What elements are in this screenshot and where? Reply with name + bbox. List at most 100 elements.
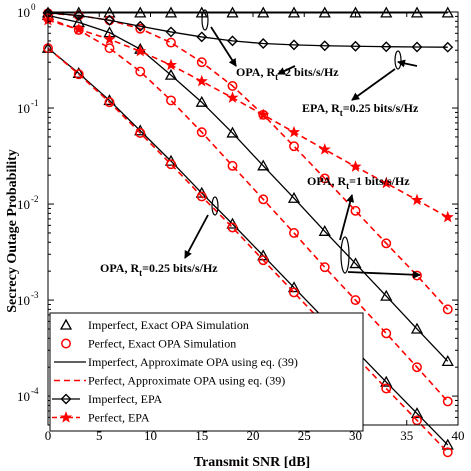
diamond-marker	[442, 41, 454, 53]
diamond-marker	[165, 26, 177, 38]
x-tick-label: 10	[144, 428, 157, 443]
star-marker	[410, 193, 424, 206]
circle-marker	[104, 97, 115, 108]
circle-marker	[350, 205, 361, 216]
legend-label: Perfect, EPA	[88, 411, 150, 425]
legend-entry-0: Imperfect, Exact OPA Simulation	[59, 318, 249, 332]
annotation-arrow	[277, 65, 296, 75]
annotation-ellipse	[394, 50, 402, 70]
legend-entry-5: Perfect, EPA	[52, 411, 150, 425]
circle-marker	[227, 160, 238, 171]
diamond-marker	[350, 40, 361, 52]
x-tick-label: 5	[96, 428, 103, 443]
series-7	[41, 13, 454, 223]
circle-marker	[412, 362, 422, 373]
series-line	[47, 14, 449, 362]
circle-marker	[442, 304, 453, 315]
annotation-ellipse	[201, 9, 209, 31]
circle-marker	[166, 37, 176, 48]
star-marker	[349, 160, 362, 172]
circle-marker	[442, 396, 453, 407]
circle-marker	[227, 222, 238, 233]
y-tick-label: 10	[17, 101, 30, 116]
annotation-2: OPA, Rt=1 bits/s/Hz	[307, 174, 421, 279]
legend-label: Perfect, Exact OPA Simulation	[88, 337, 236, 351]
legend-entry-3: Perfect, Approximate OPA using eq. (39)	[54, 374, 285, 388]
circle-marker	[73, 69, 84, 80]
y-tick-label: 10	[17, 5, 30, 20]
triangle-marker	[195, 95, 208, 107]
circle-marker	[289, 141, 299, 152]
series-6	[42, 7, 454, 53]
y-tick-label: 10	[17, 389, 30, 404]
circle-marker	[227, 80, 238, 91]
circle-marker	[166, 159, 176, 170]
diamond-marker	[196, 31, 208, 43]
diamond-marker	[257, 37, 269, 49]
circle-marker	[381, 383, 392, 394]
annotation-arrow	[397, 59, 418, 68]
series-line	[47, 19, 449, 218]
triangle-marker	[441, 355, 454, 367]
triangle-marker	[257, 159, 270, 171]
diamond-marker	[60, 393, 72, 405]
series-line	[47, 47, 449, 453]
y-tick-label: 10	[17, 293, 30, 308]
y-tick-exponent: -4	[31, 386, 39, 396]
diamond-marker	[73, 9, 85, 21]
diamond-marker	[411, 41, 423, 53]
x-tick-label: 40	[452, 428, 465, 443]
legend-label: Imperfect, Approximate OPA using eq. (39…	[88, 355, 298, 369]
triangle-marker	[441, 438, 454, 450]
annotation-ellipse	[211, 196, 219, 216]
star-marker	[441, 210, 454, 223]
series-line	[47, 12, 449, 310]
triangle-marker	[349, 257, 362, 269]
circle-marker	[104, 43, 115, 54]
x-tick-label: 20	[247, 428, 260, 443]
circle-marker	[289, 287, 299, 298]
y-tick-exponent: -3	[31, 290, 39, 300]
x-tick-label: 35	[400, 428, 413, 443]
annotation-0: OPA, Rt=2 bits/s/Hz	[201, 9, 339, 82]
circle-marker	[381, 238, 392, 249]
diamond-marker	[380, 41, 392, 53]
circle-marker	[196, 127, 207, 138]
diamond-marker	[227, 35, 238, 47]
triangle-marker	[103, 94, 116, 106]
annotation-text: OPA, Rt=0.25 bits/s/Hz	[100, 261, 218, 278]
annotation-layer: OPA, Rt=2 bits/s/Hz EPA, Rt=0.25 bits/s/H…	[100, 9, 421, 279]
x-tick-label: 25	[298, 428, 311, 443]
diamond-marker	[319, 40, 331, 52]
legend-box	[49, 312, 364, 432]
circle-marker	[350, 295, 361, 306]
x-tick-label: 15	[195, 428, 208, 443]
annotation-1: EPA, Rt=0.25 bits/s/Hz	[302, 50, 419, 118]
circle-marker	[412, 415, 422, 426]
star-marker	[380, 176, 393, 189]
triangle-marker	[380, 375, 393, 387]
star-marker	[164, 58, 178, 71]
diamond-marker	[288, 39, 300, 51]
legend-entry-1: Perfect, Exact OPA Simulation	[61, 337, 236, 351]
star-marker	[134, 44, 147, 57]
legend-label: Imperfect, Exact OPA Simulation	[88, 318, 249, 332]
circle-marker	[135, 66, 146, 77]
diamond-marker	[134, 20, 146, 32]
circle-marker	[289, 228, 299, 238]
circle-marker	[258, 255, 269, 266]
triangle-marker	[380, 289, 393, 301]
circle-marker	[319, 173, 330, 184]
y-tick-exponent: -1	[31, 98, 39, 108]
triangle-marker	[287, 281, 301, 293]
star-marker	[257, 108, 270, 120]
star-marker	[72, 22, 85, 35]
circle-marker	[442, 447, 453, 458]
star-marker	[287, 125, 301, 138]
legend-label: Perfect, Approximate OPA using eq. (39)	[88, 374, 285, 388]
annotation-arrow	[347, 270, 421, 279]
triangle-marker	[410, 322, 424, 334]
circle-marker	[381, 328, 392, 339]
star-marker	[226, 91, 239, 103]
